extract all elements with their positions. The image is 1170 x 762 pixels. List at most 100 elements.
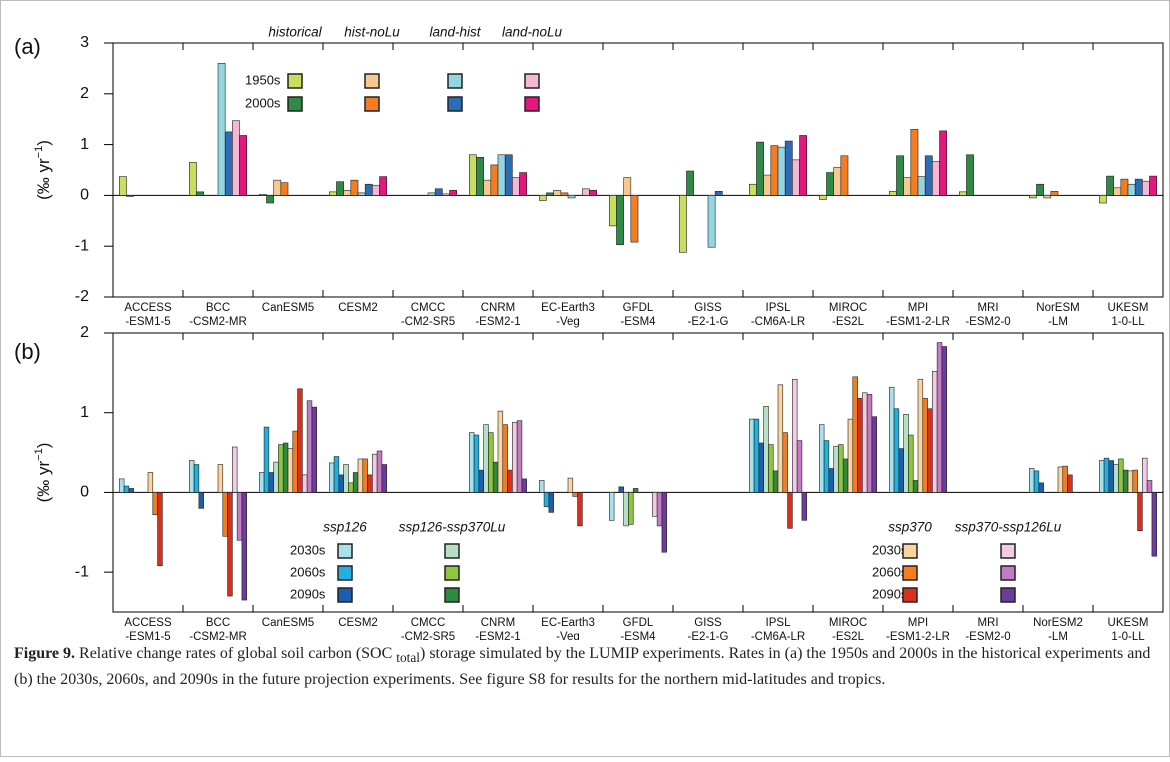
bar	[548, 492, 554, 513]
bar	[282, 442, 289, 493]
legend-swatch	[364, 73, 380, 89]
chart: (a)(‰ yr−1)-2-10123ACCESS-ESM1-5BCC-CSM2…	[14, 25, 1164, 640]
bar	[958, 191, 967, 196]
bar	[661, 492, 668, 553]
panel-label: (b)	[14, 339, 41, 364]
bar	[823, 440, 830, 493]
bar	[512, 421, 518, 493]
bar	[1043, 195, 1052, 199]
bar	[1118, 458, 1124, 493]
x-tick-label: BCC	[206, 302, 230, 314]
x-tick-label: UKESM	[1108, 617, 1149, 629]
x-tick-label: EC-Earth3	[541, 302, 595, 314]
bar	[777, 146, 786, 196]
bar	[543, 492, 550, 508]
legend-swatch	[447, 96, 463, 112]
x-tick-label: -CM6A-LR	[751, 631, 805, 640]
x-tick-label: -ESM1-5	[125, 631, 170, 640]
bar	[119, 176, 127, 196]
bar	[372, 453, 378, 493]
legend-period: 1950s	[245, 72, 281, 87]
x-tick-label: -CSM2-MR	[189, 631, 247, 640]
bar	[888, 386, 895, 493]
x-tick-label: GISS	[694, 617, 722, 629]
bar	[833, 167, 842, 196]
bar	[497, 410, 504, 493]
x-tick-label: CanESM5	[262, 302, 314, 314]
bar	[367, 474, 373, 493]
bar	[198, 492, 204, 509]
x-tick-label: -LM	[1048, 631, 1068, 640]
bar	[1029, 468, 1035, 493]
bar	[483, 424, 489, 493]
bar	[618, 486, 624, 493]
x-tick-label: EC-Earth3	[541, 617, 595, 629]
bar	[473, 434, 480, 493]
legend-swatch	[287, 96, 303, 112]
legend-label: land-hist	[429, 25, 481, 40]
bar	[896, 155, 904, 196]
bar	[1113, 187, 1122, 196]
bar	[801, 492, 808, 521]
bar	[338, 474, 344, 493]
x-tick-label: -ESM4	[620, 316, 656, 328]
bar	[328, 462, 335, 493]
y-axis-label-part: −1	[33, 448, 45, 461]
bar	[898, 448, 904, 493]
bar	[538, 480, 545, 493]
bar	[476, 157, 484, 196]
bar	[512, 177, 520, 196]
x-tick-label: -LM	[1048, 316, 1068, 328]
x-tick-label: 1-0-LL	[1111, 631, 1145, 640]
bar	[871, 416, 878, 493]
caption-label: Figure 9.	[14, 645, 76, 662]
bar	[497, 154, 506, 196]
x-tick-label: 1-0-LL	[1111, 316, 1145, 328]
bar	[519, 172, 528, 196]
bar	[189, 162, 197, 196]
bar	[656, 492, 663, 527]
x-tick-label: MRI	[977, 302, 998, 314]
bar	[936, 342, 943, 493]
bar	[748, 183, 757, 196]
x-tick-label: CanESM5	[262, 617, 314, 629]
x-tick-label: -CM2-SR5	[401, 631, 455, 640]
bar	[336, 181, 344, 196]
bar	[222, 492, 228, 537]
bar	[147, 472, 154, 493]
legend-label: ssp370-ssp126Lu	[955, 520, 1062, 535]
x-tick-label: CMCC	[411, 302, 446, 314]
bar	[227, 492, 233, 597]
legend-swatch	[337, 587, 353, 603]
bar	[608, 195, 617, 227]
x-tick-label: MIROC	[829, 302, 867, 314]
bar	[123, 485, 130, 493]
legend-label: ssp126-ssp370Lu	[399, 520, 506, 535]
bar	[866, 394, 873, 493]
y-axis-label-part: (‰ yr	[34, 460, 53, 502]
x-tick-label: ACCESS	[124, 302, 172, 314]
bar	[826, 172, 834, 196]
bar	[852, 376, 858, 493]
x-tick-label: IPSL	[766, 302, 792, 314]
x-tick-label: -ES2L	[832, 316, 865, 328]
plot-area	[112, 332, 1164, 613]
bar	[903, 177, 912, 196]
panel-label: (a)	[14, 34, 41, 59]
bar	[1099, 460, 1105, 493]
y-tick-label: 1	[80, 404, 89, 421]
y-tick-label: -2	[75, 288, 89, 305]
bar	[560, 192, 569, 196]
bar	[1132, 469, 1138, 493]
bar	[1134, 178, 1143, 196]
x-tick-label: -ESM2-1	[475, 316, 520, 328]
legend-period: 2090s	[872, 586, 908, 601]
x-tick-label: -ESM1-2-LR	[886, 631, 950, 640]
legend-swatch	[1000, 587, 1016, 603]
x-tick-label: -ESM4	[620, 631, 656, 640]
bar	[567, 477, 574, 493]
bar	[306, 400, 313, 493]
legend-swatch	[902, 543, 918, 559]
bar	[828, 468, 834, 493]
bar	[381, 464, 387, 493]
